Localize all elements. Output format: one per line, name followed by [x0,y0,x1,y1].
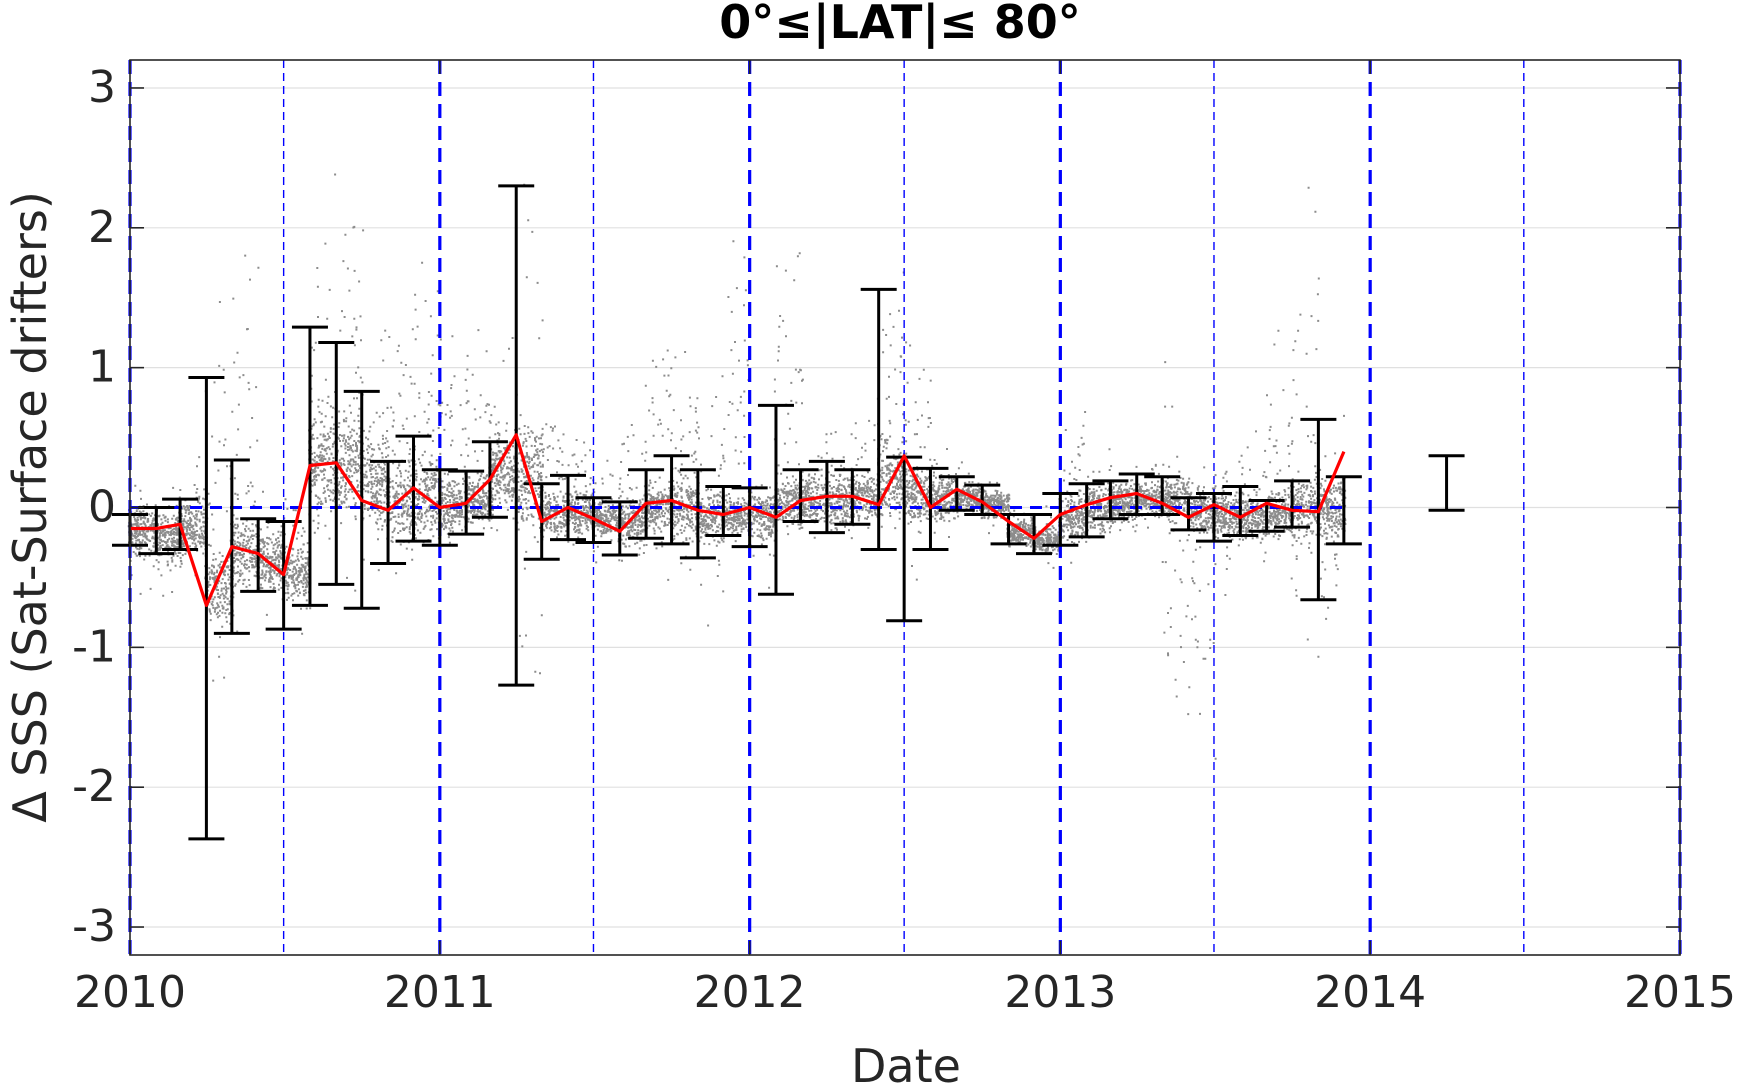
scatter-point-cluster [1238,430,1269,563]
y-tick-label: 0 [88,482,116,533]
y-tick-label: 3 [88,62,116,113]
error-bar [188,375,225,841]
error-bar [1068,482,1105,539]
error-bar [782,468,819,523]
scatter-point-cluster [127,484,158,595]
error-bar [757,403,794,596]
scatter-point-cluster [850,419,881,529]
error-bar [679,468,716,560]
scatter-point-cluster [954,461,985,519]
y-tick-label: 2 [88,202,116,253]
scatter-point-cluster [281,498,312,635]
scatter-point-cluster [617,424,648,562]
scatter-point-cluster [1186,466,1217,760]
scatter-point-cluster [591,459,622,564]
scatter-point-cluster [1084,448,1115,539]
scatter-point-cluster [565,439,596,546]
x-tick-label: 2011 [384,967,496,1018]
axis-ticks: -3 -2 -1 0 1 2 3 2010 2011 2012 2013 2014 2015 [72,60,1736,1018]
scatter-point-cluster [385,336,416,575]
scatter-point-cluster [1058,411,1089,564]
scatter-point-cluster [487,337,518,532]
y-tick-label: -1 [72,621,116,672]
y-tick-label: -3 [72,901,116,952]
scatter-point-cluster [1316,414,1347,620]
scatter-point-cluster [359,315,390,572]
scatter-point-cluster [1031,505,1063,569]
scatter-point-cluster [824,431,855,540]
scatter-point-cluster [1211,470,1242,596]
mean-line-group [130,433,1346,608]
x-axis-label: Date [851,1039,961,1087]
scatter-point-cluster [643,349,675,581]
scatter-point-cluster [1160,361,1191,698]
scatter-point-cluster [204,301,235,682]
y-tick-label: 1 [88,342,116,393]
error-bar [1248,499,1285,533]
error-bar [1042,492,1079,547]
y-tick-label: -2 [72,761,116,812]
scatter-point-cluster [513,183,545,675]
error-bar [1016,512,1053,556]
error-bar [601,500,638,557]
error-bar [1092,479,1129,521]
scatter-point-cluster [255,490,286,616]
x-tick-label: 2013 [1004,967,1116,1018]
scatter-point-cluster [876,271,907,530]
chart-title: 0°≤|LAT|≤ 80° [719,0,1080,50]
scatter-point-cluster [669,351,700,571]
scatter-point-cluster [229,254,260,633]
error-bar [1170,496,1207,532]
error-bar [731,486,768,549]
scatter-point-cluster [1289,186,1320,658]
scatter-point-cluster [154,486,185,597]
error-bar [370,459,407,565]
x-tick-label: 2015 [1624,967,1736,1018]
scatter-point-cluster [437,335,468,544]
mean-line [130,433,1346,608]
error-bar [138,506,175,556]
x-tick-label: 2012 [694,967,806,1018]
error-bar [1222,485,1259,537]
scatter-point-cluster [334,173,365,592]
error-bar [1274,479,1311,529]
x-tick-label: 2010 [74,967,186,1018]
scatter-point-cluster [721,240,752,543]
error-bar [1195,492,1232,543]
scatter-point-cluster [928,448,959,538]
x-tick-label: 2014 [1314,967,1426,1018]
error-bar [1144,475,1181,516]
scatter-point-cluster [539,423,570,543]
error-bar [1428,454,1465,512]
scatter-point-cluster [308,242,338,540]
error-bar [938,475,975,512]
scatter-point-cluster [411,261,442,544]
scatter-point-cluster [747,484,778,589]
y-axis-label: Δ SSS (Sat-Surface drifters) [3,191,57,823]
scatter-point-cluster [178,456,209,578]
